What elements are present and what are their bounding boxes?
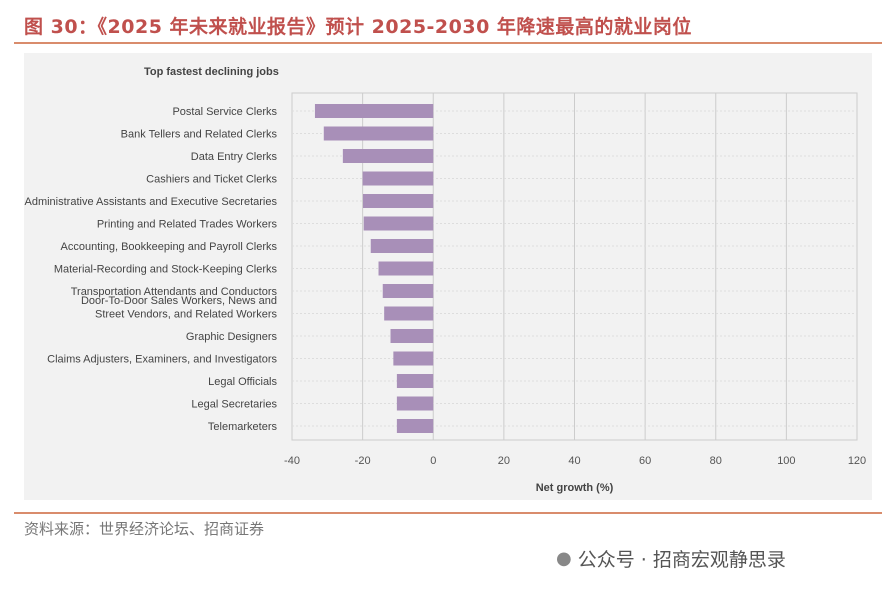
bar-chart: -40 -20 0 20 40 60 80 100 120 Top fastest declini… bbox=[24, 66, 866, 494]
category-label: Bank Tellers and Related Clerks bbox=[121, 129, 278, 141]
x-tick-label: 0 bbox=[430, 455, 436, 467]
bar bbox=[384, 306, 434, 321]
category-label: Door-To-Door Sales Workers, News and bbox=[81, 295, 277, 307]
watermark: ● 公众号 · 招商宏观静思录 bbox=[556, 545, 786, 572]
category-label: Cashiers and Ticket Clerks bbox=[146, 174, 277, 186]
category-label: Graphic Designers bbox=[186, 331, 278, 343]
bar bbox=[362, 171, 434, 186]
bar bbox=[396, 396, 434, 411]
wechat-icon: ● bbox=[556, 548, 572, 569]
footer-divider bbox=[14, 512, 882, 514]
title-divider bbox=[14, 42, 882, 44]
x-tick-label: 120 bbox=[848, 455, 866, 467]
watermark-text: 公众号 · 招商宏观静思录 bbox=[577, 549, 786, 571]
source-note: 资料来源：世界经济论坛、招商证券 bbox=[24, 520, 265, 538]
category-label: Telemarketers bbox=[208, 421, 278, 433]
bar bbox=[378, 261, 434, 276]
x-tick-label: 20 bbox=[498, 455, 510, 467]
bar bbox=[370, 239, 434, 253]
category-label: Street Vendors, and Related Workers bbox=[95, 309, 278, 321]
category-label: Printing and Related Trades Workers bbox=[97, 219, 278, 231]
chart-panel: -40 -20 0 20 40 60 80 100 120 Top fastest declini… bbox=[24, 53, 872, 500]
bar bbox=[393, 351, 434, 366]
category-label: Claims Adjusters, Examiners, and Investi… bbox=[47, 354, 277, 366]
bar bbox=[314, 104, 434, 118]
category-label: Postal Service Clerks bbox=[172, 106, 277, 118]
bar bbox=[323, 126, 434, 141]
category-label: Legal Officials bbox=[208, 376, 277, 388]
bar bbox=[390, 329, 434, 343]
x-tick-label: 60 bbox=[639, 455, 651, 467]
bar bbox=[396, 374, 434, 388]
bar bbox=[396, 419, 434, 433]
x-tick-label: 80 bbox=[710, 455, 722, 467]
category-label: Administrative Assistants and Executive … bbox=[24, 196, 277, 208]
x-tick-label: 100 bbox=[777, 455, 795, 467]
x-tick-label: 40 bbox=[568, 455, 580, 467]
bar bbox=[363, 216, 434, 231]
chart-title: Top fastest declining jobs bbox=[144, 66, 279, 78]
category-label: Material-Recording and Stock-Keeping Cle… bbox=[54, 264, 278, 276]
bar bbox=[362, 194, 434, 208]
bar bbox=[382, 284, 434, 298]
x-tick-label: -20 bbox=[355, 455, 371, 467]
category-label: Legal Secretaries bbox=[191, 399, 277, 411]
x-tick-label: -40 bbox=[284, 455, 300, 467]
category-label: Data Entry Clerks bbox=[191, 151, 278, 163]
bar bbox=[342, 149, 434, 163]
figure-title: 图 30：《2025 年未来就业报告》预计 2025-2030 年降速最高的就业… bbox=[24, 16, 692, 38]
x-axis-label: Net growth (%) bbox=[536, 482, 614, 494]
category-label: Transportation Attendants and Conductors bbox=[71, 286, 278, 298]
category-label: Accounting, Bookkeeping and Payroll Cler… bbox=[61, 241, 278, 253]
